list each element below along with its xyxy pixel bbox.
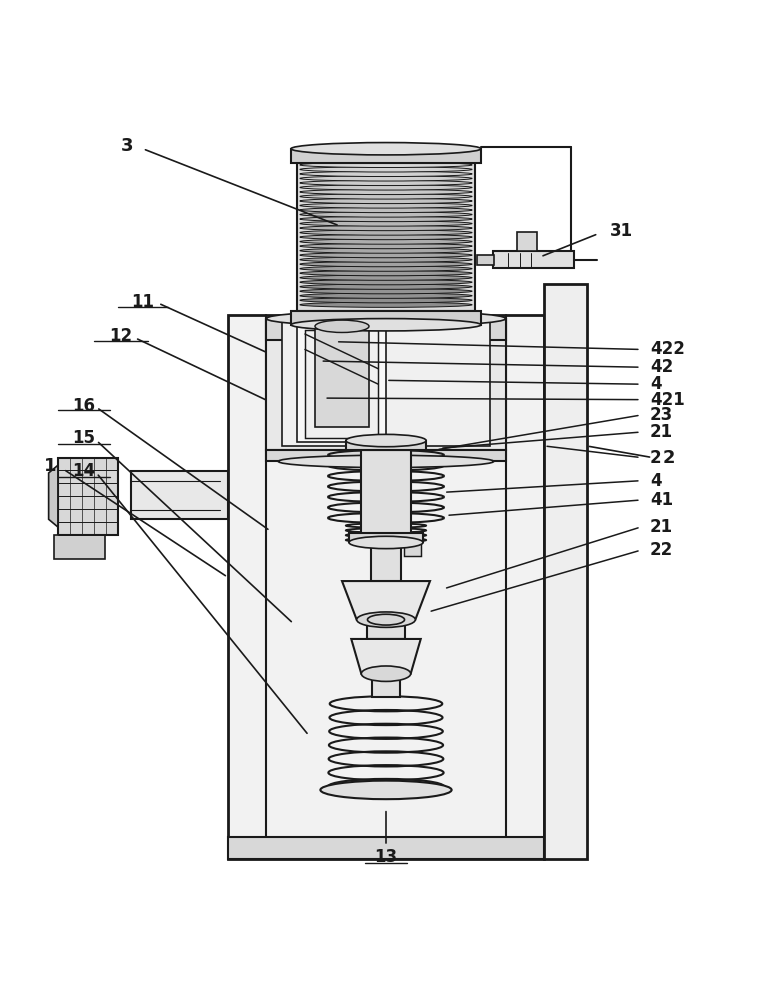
Ellipse shape <box>300 266 472 271</box>
Ellipse shape <box>357 612 415 627</box>
Ellipse shape <box>300 257 472 262</box>
Ellipse shape <box>300 298 472 303</box>
Text: 21: 21 <box>650 518 673 536</box>
Ellipse shape <box>300 180 472 186</box>
Ellipse shape <box>315 320 369 332</box>
Text: 23: 23 <box>650 406 673 424</box>
Bar <box>349 533 423 542</box>
Bar <box>297 326 386 442</box>
Text: 1: 1 <box>44 457 56 475</box>
Ellipse shape <box>300 176 472 181</box>
Text: 12: 12 <box>110 327 133 345</box>
Text: 421: 421 <box>650 391 685 409</box>
Ellipse shape <box>300 271 472 276</box>
Bar <box>266 319 506 450</box>
Ellipse shape <box>300 243 472 249</box>
Ellipse shape <box>320 781 452 799</box>
Ellipse shape <box>300 253 472 258</box>
Polygon shape <box>351 639 421 674</box>
Text: 41: 41 <box>650 491 673 509</box>
Ellipse shape <box>300 207 472 213</box>
Ellipse shape <box>300 185 472 190</box>
Text: 422: 422 <box>650 340 685 358</box>
Ellipse shape <box>300 189 472 195</box>
Ellipse shape <box>300 262 472 267</box>
Ellipse shape <box>300 293 472 298</box>
Text: 22: 22 <box>650 541 673 559</box>
Bar <box>367 620 405 639</box>
Bar <box>282 322 490 446</box>
Text: 4: 4 <box>650 472 662 490</box>
Bar <box>346 441 426 450</box>
Text: 2: 2 <box>662 449 675 467</box>
Polygon shape <box>342 581 430 620</box>
Ellipse shape <box>300 225 472 231</box>
Ellipse shape <box>300 216 472 222</box>
Ellipse shape <box>300 280 472 285</box>
Text: 14: 14 <box>72 462 95 480</box>
Text: 42: 42 <box>650 358 673 376</box>
Bar <box>477 255 494 265</box>
Ellipse shape <box>291 143 481 155</box>
Bar <box>58 458 118 535</box>
Text: 2: 2 <box>650 449 662 467</box>
Polygon shape <box>49 465 58 527</box>
Text: 16: 16 <box>72 397 95 415</box>
Ellipse shape <box>361 666 411 681</box>
Ellipse shape <box>300 194 472 199</box>
Ellipse shape <box>300 239 472 244</box>
Ellipse shape <box>300 171 472 177</box>
Bar <box>228 315 544 859</box>
Ellipse shape <box>367 614 405 625</box>
Bar <box>291 149 481 163</box>
Ellipse shape <box>300 302 472 307</box>
Text: 31: 31 <box>610 222 633 240</box>
Bar <box>544 284 587 859</box>
Bar <box>266 450 506 461</box>
Bar <box>361 450 411 542</box>
Bar <box>297 149 475 311</box>
Bar <box>493 251 574 268</box>
Ellipse shape <box>266 311 506 326</box>
Text: 3: 3 <box>121 137 134 155</box>
Text: 13: 13 <box>374 848 398 866</box>
Bar <box>404 542 421 556</box>
Ellipse shape <box>278 455 494 468</box>
Bar <box>54 535 105 559</box>
Bar <box>305 330 378 438</box>
Text: 11: 11 <box>131 293 154 311</box>
Bar <box>228 837 544 859</box>
Ellipse shape <box>300 275 472 280</box>
Ellipse shape <box>291 319 481 331</box>
Ellipse shape <box>349 536 423 549</box>
Ellipse shape <box>300 289 472 294</box>
Ellipse shape <box>300 230 472 235</box>
Ellipse shape <box>346 434 426 447</box>
Ellipse shape <box>300 248 472 253</box>
Text: 4: 4 <box>650 375 662 393</box>
Ellipse shape <box>300 212 472 217</box>
Bar <box>291 311 481 325</box>
Ellipse shape <box>300 203 472 208</box>
Bar <box>517 232 537 251</box>
Bar <box>131 471 228 519</box>
Ellipse shape <box>300 284 472 289</box>
Bar <box>266 319 506 340</box>
Bar <box>371 542 401 581</box>
Ellipse shape <box>300 234 472 240</box>
Bar <box>315 326 369 427</box>
Ellipse shape <box>300 167 472 172</box>
Ellipse shape <box>300 198 472 204</box>
Ellipse shape <box>300 162 472 168</box>
Ellipse shape <box>300 221 472 226</box>
Text: 15: 15 <box>72 429 95 447</box>
Bar <box>372 674 400 697</box>
Text: 21: 21 <box>650 423 673 441</box>
